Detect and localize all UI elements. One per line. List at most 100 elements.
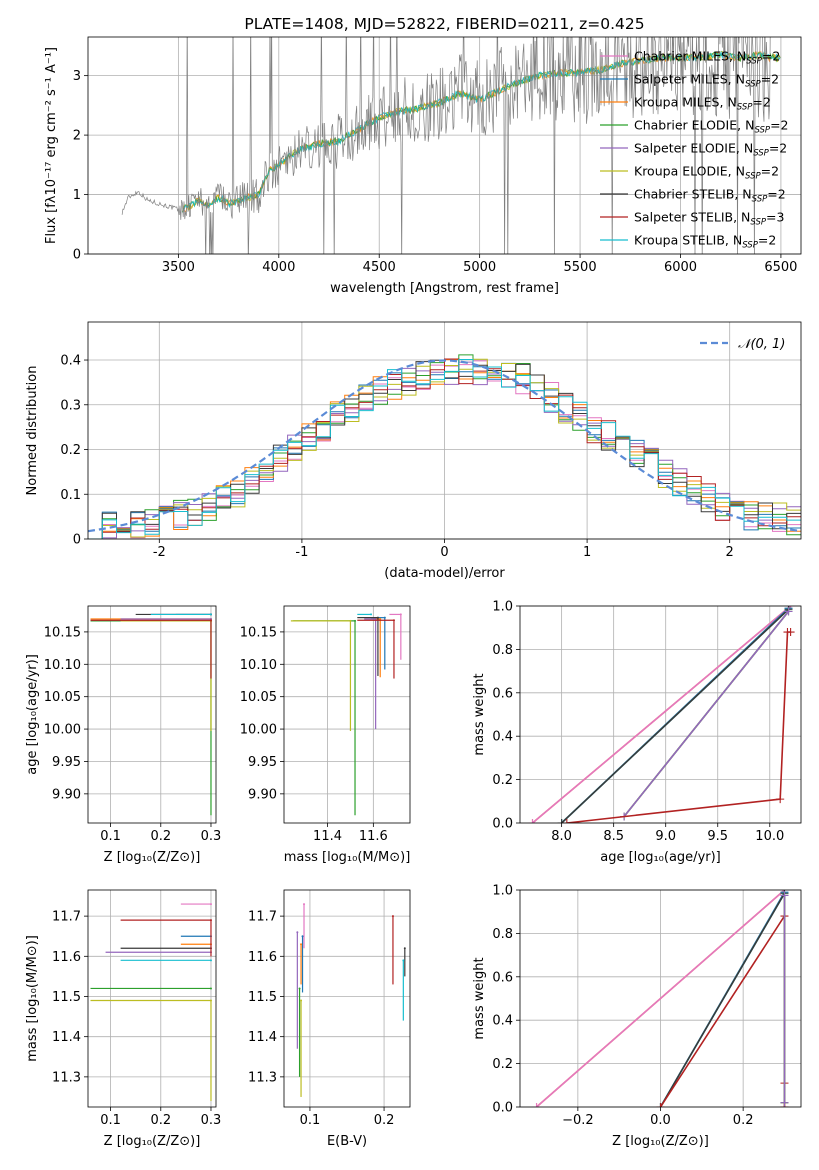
legend-series-name: Salpeter MILES bbox=[634, 72, 728, 87]
y-tick-label: 11.6 bbox=[52, 950, 81, 965]
y-tick-label: 10.05 bbox=[240, 690, 277, 705]
data-point bbox=[392, 619, 395, 622]
mass_weight_vs_age-frame bbox=[519, 605, 802, 824]
x-axis-label: Z [log₁₀(Z/Z⊙)] bbox=[104, 850, 201, 865]
y-tick-label: 0.2 bbox=[492, 773, 513, 788]
legend-nssp-subscript: SSP bbox=[754, 126, 770, 136]
x-tick-label: -1 bbox=[295, 545, 308, 560]
y-tick-label: 1.0 bbox=[492, 600, 513, 615]
y-tick-label: 11.3 bbox=[52, 1070, 81, 1085]
y-tick-label: 10.15 bbox=[240, 625, 277, 640]
y-axis-label: mass weight bbox=[472, 957, 487, 1039]
mass-weight-line bbox=[561, 608, 790, 823]
y-tick-label: 2 bbox=[73, 129, 81, 144]
data-point bbox=[303, 903, 306, 906]
data-point bbox=[374, 617, 377, 620]
legend-equals: = bbox=[761, 72, 771, 87]
y-tick-label: 0.1 bbox=[60, 488, 81, 503]
mass_vs_ebv-grid bbox=[284, 890, 410, 1107]
y-tick-label: 10.10 bbox=[44, 658, 81, 673]
y-tick-label: 1.0 bbox=[492, 884, 513, 899]
x-tick-label: 0.2 bbox=[150, 1113, 171, 1128]
legend-series-name: Chabrier MILES bbox=[634, 49, 729, 64]
y-tick-label: 0.4 bbox=[60, 354, 81, 369]
y-tick-label: 11.5 bbox=[52, 990, 81, 1005]
data-point bbox=[300, 943, 303, 946]
y-axis-label: mass weight bbox=[472, 673, 487, 755]
y-axis-label: age [log₁₀(age/yr)] bbox=[25, 654, 40, 775]
histogram-step-line bbox=[88, 358, 801, 539]
mass_vs_Z-plot-area bbox=[90, 903, 212, 1101]
mass_weight_vs_age-plot-area bbox=[528, 606, 795, 823]
mass_vs_ebv-frame bbox=[283, 889, 411, 1108]
chart-title: PLATE=1408, MJD=52822, FIBERID=0211, z=0… bbox=[244, 15, 644, 33]
mass_vs_Z-panel: 0.1 0.2 0.3 11.3 11.4 11.5 11.6 11.7 Z [log₁₀(Z/… bbox=[25, 889, 222, 1149]
legend-nssp-prefix: , N bbox=[725, 233, 742, 248]
mass_vs_Z-frame bbox=[87, 889, 217, 1108]
mass_weight_vs_Z-frame bbox=[519, 889, 802, 1108]
age_vs_mass-frame bbox=[283, 605, 411, 824]
legend-nssp-subscript: SSP bbox=[737, 103, 753, 113]
x-tick-label: 11.4 bbox=[313, 829, 342, 844]
x-tick-label: 0.0 bbox=[650, 1113, 671, 1128]
legend-series-name: Salpeter ELODIE bbox=[634, 141, 736, 156]
mass-weight-line bbox=[566, 631, 791, 823]
x-axis-label: E(B-V) bbox=[327, 1134, 367, 1149]
x-axis-label: Z [log₁₀(Z/Z⊙)] bbox=[612, 1134, 709, 1149]
residual_histogram-panel: -2 -1 0 1 2 0 0.1 0.2 0.3 0.4 (data-model)/error No… bbox=[25, 321, 802, 581]
x-tick-label: 5500 bbox=[564, 260, 597, 275]
legend-entry: Salpeter ELODIE, NSSP=2 bbox=[634, 141, 787, 159]
legend-series-name: Kroupa MILES bbox=[634, 95, 720, 110]
legend-equals: = bbox=[758, 233, 768, 248]
x-axis-label: mass [log₁₀(M/M⊙)] bbox=[284, 850, 411, 865]
plus-marker bbox=[780, 891, 789, 900]
normal-curve-line bbox=[88, 359, 801, 533]
x-tick-label: 0 bbox=[440, 545, 448, 560]
y-tick-label: 11.7 bbox=[248, 910, 277, 925]
data-point bbox=[399, 613, 402, 616]
data-point bbox=[349, 619, 352, 622]
legend-nssp-value: 2 bbox=[778, 187, 786, 202]
data-point bbox=[298, 987, 301, 990]
age_vs_Z-grid bbox=[88, 606, 216, 823]
legend-entry: Kroupa MILES, NSSP=2 bbox=[634, 95, 771, 113]
y-tick-label: 9.90 bbox=[248, 787, 277, 802]
y-tick-label: 11.5 bbox=[248, 990, 277, 1005]
y-tick-label: 0.6 bbox=[492, 686, 513, 701]
y-tick-label: 0 bbox=[73, 533, 81, 548]
y-tick-label: 0.0 bbox=[492, 1101, 513, 1116]
data-point bbox=[379, 617, 382, 620]
y-axis-label: Normed distribution bbox=[25, 366, 40, 496]
data-point bbox=[209, 919, 212, 922]
y-tick-label: 1 bbox=[73, 188, 81, 203]
plus-marker bbox=[780, 1098, 789, 1107]
y-tick-label: 0.4 bbox=[492, 1014, 513, 1029]
legend-nssp-value: 2 bbox=[772, 49, 780, 64]
x-tick-label: 11.6 bbox=[359, 829, 388, 844]
data-point bbox=[209, 619, 212, 622]
legend-nssp-value: 2 bbox=[771, 164, 779, 179]
y-tick-label: 10.10 bbox=[240, 658, 277, 673]
legend-equals: = bbox=[769, 141, 779, 156]
data-point bbox=[376, 616, 379, 619]
y-tick-label: 11.3 bbox=[248, 1070, 277, 1085]
legend-nssp-subscript: SSP bbox=[742, 241, 758, 251]
x-axis-label: Z [log₁₀(Z/Z⊙)] bbox=[104, 1134, 201, 1149]
legend-nssp-subscript: SSP bbox=[745, 172, 761, 182]
y-tick-label: 0.8 bbox=[492, 927, 513, 942]
y-tick-label: 11.7 bbox=[52, 910, 81, 925]
x-tick-label: 0.3 bbox=[201, 1113, 222, 1128]
x-tick-label: 9.5 bbox=[707, 829, 728, 844]
legend-nssp-subscript: SSP bbox=[745, 80, 761, 90]
data-point bbox=[391, 915, 394, 918]
data-point bbox=[209, 999, 212, 1002]
x-tick-label: 8.5 bbox=[603, 829, 624, 844]
plus-marker bbox=[528, 819, 537, 823]
y-tick-label: 11.4 bbox=[248, 1030, 277, 1045]
legend-series-name: Kroupa ELODIE bbox=[634, 164, 728, 179]
legend-equals: = bbox=[762, 49, 772, 64]
mass_vs_ebv-plot-area bbox=[296, 903, 406, 1097]
legend-entry: 𝒩(0, 1) bbox=[738, 337, 785, 352]
data-point bbox=[403, 947, 406, 950]
data-point bbox=[402, 959, 405, 962]
